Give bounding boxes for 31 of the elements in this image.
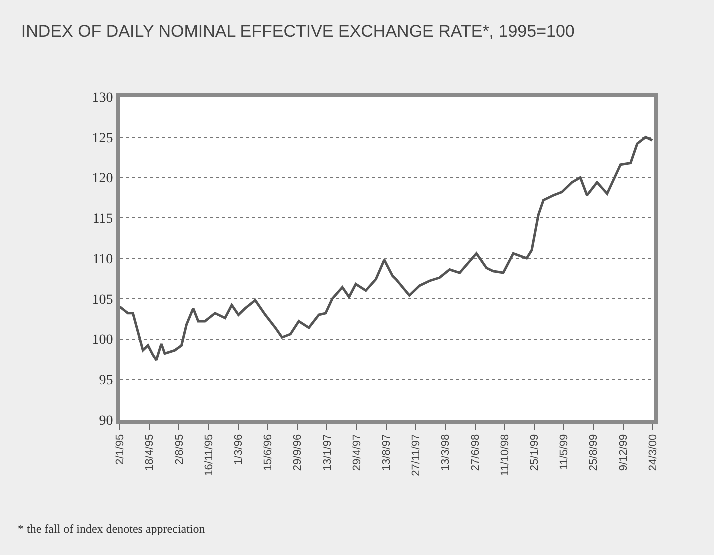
y-tick-label: 105 xyxy=(92,292,114,308)
x-tick-label: 11/10/98 xyxy=(499,434,512,476)
y-tick-label: 125 xyxy=(92,131,114,146)
x-tick-label: 18/4/95 xyxy=(144,434,156,472)
y-tick-label: 120 xyxy=(92,172,114,187)
x-tick-label: 15/6/96 xyxy=(262,434,275,472)
x-tick-label: 2/8/95 xyxy=(174,434,186,465)
y-tick-label: 130 xyxy=(92,90,114,106)
y-tick-label: 95 xyxy=(99,374,114,389)
x-tick-label: 2/1/95 xyxy=(114,434,127,465)
x-tick-label: 1/3/96 xyxy=(232,434,245,465)
x-tick-label: 24/3/00 xyxy=(647,434,660,472)
x-tick-label: 27/11/97 xyxy=(410,434,423,476)
y-tick-label: 90 xyxy=(99,414,114,429)
line-series xyxy=(120,136,654,362)
x-tick-label: 13/3/98 xyxy=(440,434,452,472)
text: * the fall of index denotes appreciation xyxy=(18,522,206,536)
y-tick-label: 110 xyxy=(92,252,114,268)
x-tick-label: 13/1/97 xyxy=(322,434,334,472)
y-tick-label: 100 xyxy=(92,333,114,348)
x-tick-label: 13/8/97 xyxy=(381,434,394,472)
x-tick-label: 16/11/95 xyxy=(203,434,216,476)
chart-title: INDEX OF DAILY NOMINAL EFFECTIVE EXCHANGE RATE*, 1995=100 xyxy=(21,22,575,41)
x-tick-label: 9/12/99 xyxy=(618,434,630,472)
x-tick-label: 25/1/99 xyxy=(529,434,542,472)
x-tick-label: 29/9/96 xyxy=(292,434,304,472)
x-tick-label: 11/5/99 xyxy=(558,434,571,470)
y-tick-label: 115 xyxy=(92,212,114,228)
x-tick-label: 27/6/98 xyxy=(470,434,482,472)
x-tick-label: 25/8/99 xyxy=(588,434,600,472)
x-tick-label: 29/4/97 xyxy=(351,434,364,472)
